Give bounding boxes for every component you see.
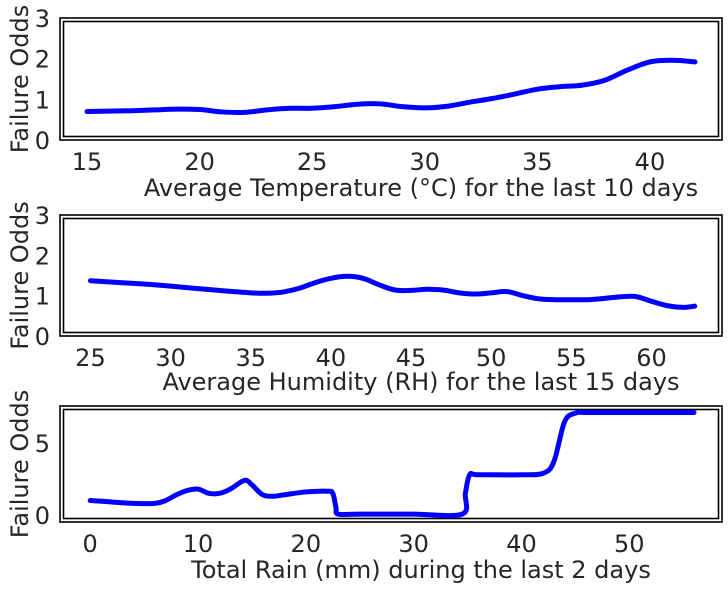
x-axis-label: Average Humidity (RH) for the last 15 da… [162, 368, 679, 396]
y-axis-label: Failure Odds [6, 201, 34, 349]
x-tick-label: 35 [235, 344, 266, 372]
x-tick-label: 35 [522, 148, 553, 176]
plot-frame-inner [62, 20, 720, 138]
x-tick-label: 25 [297, 148, 328, 176]
x-tick-label: 40 [506, 530, 537, 558]
x-tick-label: 20 [291, 530, 322, 558]
x-axis-label: Average Temperature (°C) for the last 10… [144, 174, 698, 202]
x-tick-label: 55 [556, 344, 587, 372]
x-tick-label: 45 [396, 344, 427, 372]
y-tick-label: 2 [35, 242, 50, 270]
x-tick-label: 40 [635, 148, 666, 176]
y-axis-label: Failure Odds [6, 5, 34, 153]
series-line [87, 409, 697, 519]
x-tick-label: 15 [72, 148, 103, 176]
x-axis-label: Total Rain (mm) during the last 2 days [190, 556, 651, 584]
x-tick-label: 30 [155, 344, 186, 372]
subplot-3: 0 10 20 30 40 50 0 5 Total Rain (mm) during the … [6, 390, 723, 584]
plot-frame-outer [59, 214, 723, 337]
y-tick-label: 0 [35, 323, 50, 351]
y-tick-label: 3 [35, 202, 50, 230]
plot-frame-inner [62, 217, 720, 334]
y-tick-label: 0 [35, 127, 50, 155]
y-tick-label: 5 [35, 430, 50, 458]
series-line [87, 273, 698, 310]
subplot-1: 15 20 25 30 35 40 0 1 2 3 Average Temperature (°C)… [6, 5, 723, 202]
x-tick-label: 30 [410, 148, 441, 176]
y-tick-label: 2 [35, 46, 50, 74]
x-tick-label: 10 [183, 530, 214, 558]
x-tick-label: 25 [75, 344, 106, 372]
plot-frame-outer [59, 17, 723, 141]
y-tick-label: 3 [35, 5, 50, 33]
x-tick-label: 0 [83, 530, 98, 558]
x-tick-label: 40 [316, 344, 347, 372]
y-tick-label: 1 [35, 86, 50, 114]
y-axis-label: Failure Odds [6, 390, 34, 538]
x-tick-label: 60 [636, 344, 667, 372]
x-tick-label: 30 [398, 530, 429, 558]
subplot-2: 25 30 35 40 45 50 55 60 0 1 2 3 Average Humidity (RH… [6, 201, 723, 396]
x-tick-label: 50 [476, 344, 507, 372]
y-tick-label: 1 [35, 283, 50, 311]
y-tick-label: 0 [35, 502, 50, 530]
plot-frame-outer [59, 405, 723, 523]
x-tick-label: 50 [614, 530, 645, 558]
series-line [84, 57, 698, 115]
plot-frame-inner [62, 408, 720, 520]
x-tick-label: 20 [184, 148, 215, 176]
